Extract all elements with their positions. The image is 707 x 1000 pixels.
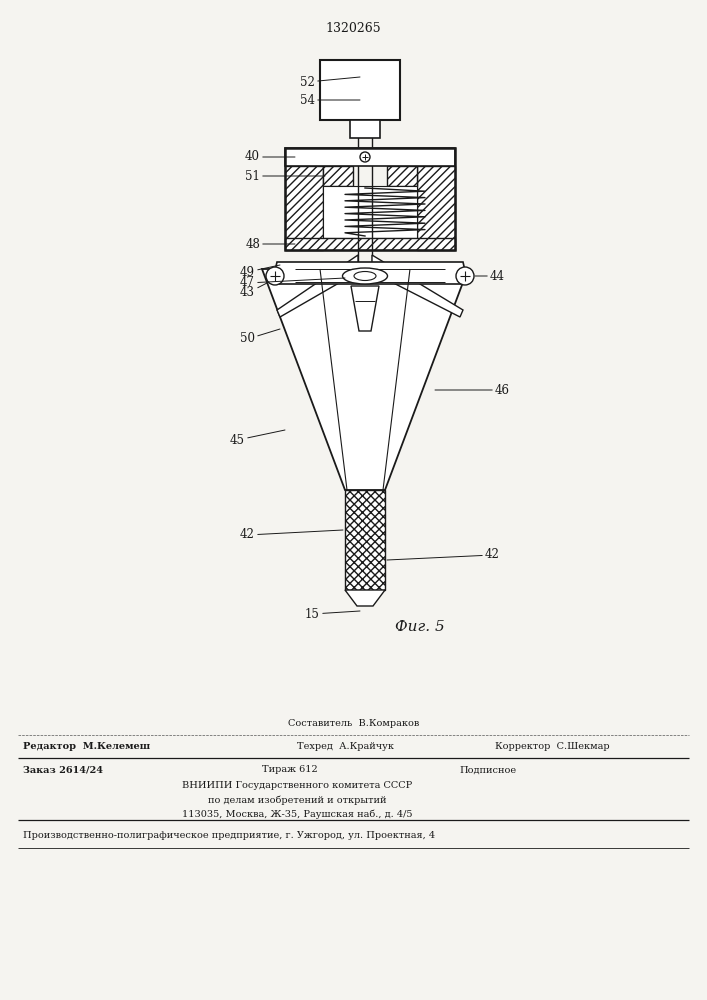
Text: 1320265: 1320265 [326, 22, 381, 35]
Bar [350, 120, 380, 138]
Text: Тираж 612: Тираж 612 [262, 766, 317, 774]
Text: Корректор  С.Шекмар: Корректор С.Шекмар [495, 742, 609, 751]
Text: 48: 48 [245, 237, 295, 250]
Polygon shape [277, 255, 358, 317]
Text: 42: 42 [240, 528, 343, 542]
Text: Производственно-полиграфическое предприятие, г. Ужгород, ул. Проектная, 4: Производственно-полиграфическое предприя… [23, 832, 435, 840]
Circle shape [456, 267, 474, 285]
Text: 47: 47 [240, 276, 345, 290]
Text: Фиг. 5: Фиг. 5 [395, 620, 445, 634]
Polygon shape [262, 269, 468, 490]
Text: 40: 40 [245, 150, 295, 163]
Bar [387, 166, 417, 186]
Bar [320, 60, 400, 120]
Text: 52: 52 [300, 76, 360, 89]
Text: 54: 54 [300, 94, 360, 106]
Text: по делам изобретений и открытий: по делам изобретений и открытий [208, 795, 386, 805]
Text: ВНИИПИ Государственного комитета СССР: ВНИИПИ Государственного комитета СССР [182, 782, 412, 790]
Polygon shape [345, 590, 385, 606]
Circle shape [360, 152, 370, 162]
Polygon shape [272, 262, 468, 284]
Bar [285, 238, 455, 250]
Text: Техред  А.Крайчук: Техред А.Крайчук [297, 742, 394, 751]
Ellipse shape [354, 271, 376, 280]
Text: 15: 15 [305, 607, 360, 620]
Bar [417, 166, 455, 250]
Text: Заказ 2614/24: Заказ 2614/24 [23, 766, 103, 774]
Text: Составитель  В.Комраков: Составитель В.Комраков [288, 718, 419, 728]
Text: 50: 50 [240, 329, 280, 346]
Text: 42: 42 [387, 548, 500, 562]
Circle shape [266, 267, 284, 285]
Text: 43: 43 [240, 283, 267, 300]
Text: 45: 45 [230, 430, 285, 446]
Bar [323, 186, 417, 238]
Text: 49: 49 [240, 265, 280, 278]
Polygon shape [351, 286, 379, 331]
Text: 44: 44 [475, 269, 505, 282]
Polygon shape [372, 255, 463, 317]
Text: Подписное: Подписное [460, 766, 517, 774]
Text: 51: 51 [245, 169, 325, 182]
Bar [285, 166, 323, 250]
Bar [285, 148, 455, 166]
Ellipse shape [342, 268, 387, 284]
Bar [323, 166, 353, 186]
Text: 46: 46 [435, 383, 510, 396]
Text: Редактор  М.Келемеш: Редактор М.Келемеш [23, 742, 150, 751]
Bar [345, 490, 385, 590]
Text: 113035, Москва, Ж-35, Раушская наб., д. 4/5: 113035, Москва, Ж-35, Раушская наб., д. … [182, 809, 412, 819]
